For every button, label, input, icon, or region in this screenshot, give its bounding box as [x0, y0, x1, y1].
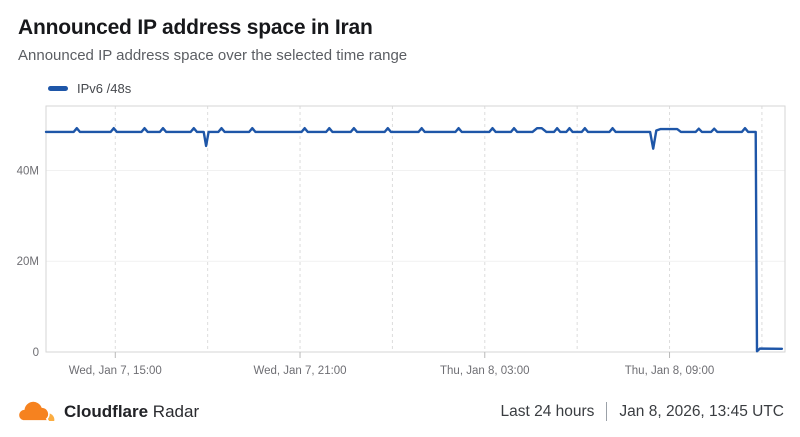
x-tick-label: Thu, Jan 8, 09:00: [625, 365, 715, 377]
x-tick-label: Wed, Jan 7, 15:00: [69, 365, 162, 377]
time-range-label: Last 24 hours: [500, 402, 595, 420]
footer: Cloudflare Radar Last 24 hours Jan 8, 20…: [18, 400, 784, 425]
page-title: Announced IP address space in Iran: [18, 16, 373, 39]
x-tick-label: Thu, Jan 8, 03:00: [440, 365, 530, 377]
legend-item[interactable]: IPv6 /48s: [48, 81, 131, 96]
cloudflare-logo-icon: [18, 400, 55, 422]
brand: Cloudflare Radar: [18, 400, 199, 423]
series-line: [44, 127, 784, 353]
brand-name: Cloudflare Radar: [64, 402, 199, 422]
y-tick-label: 20M: [17, 256, 39, 268]
time-range-bar: Last 24 hours Jan 8, 2026, 13:45 UTC: [500, 402, 784, 421]
legend-label: IPv6 /48s: [77, 81, 132, 96]
legend-swatch-ipv6: [48, 86, 68, 91]
chart-area: 0 20M 40M Wed, Jan 7, 15:00 Wed, Jan 7, 21:0…: [0, 98, 800, 384]
timestamp-label: Jan 8, 2026, 13:45 UTC: [619, 402, 784, 420]
y-tick-label: 0: [33, 347, 39, 359]
y-tick-label: 40M: [17, 165, 39, 177]
plot-border: [45, 105, 786, 353]
page-subtitle: Announced IP address space over the sele…: [18, 47, 408, 64]
divider: [606, 402, 608, 421]
brand-name-bold: Cloudflare: [64, 401, 149, 421]
chart-svg[interactable]: 0 20M 40M Wed, Jan 7, 15:00 Wed, Jan 7, 21:0…: [0, 98, 800, 384]
brand-name-regular: Radar: [152, 401, 200, 421]
x-tick-label: Wed, Jan 7, 21:00: [253, 365, 346, 377]
legend: IPv6 /48s: [48, 81, 784, 96]
